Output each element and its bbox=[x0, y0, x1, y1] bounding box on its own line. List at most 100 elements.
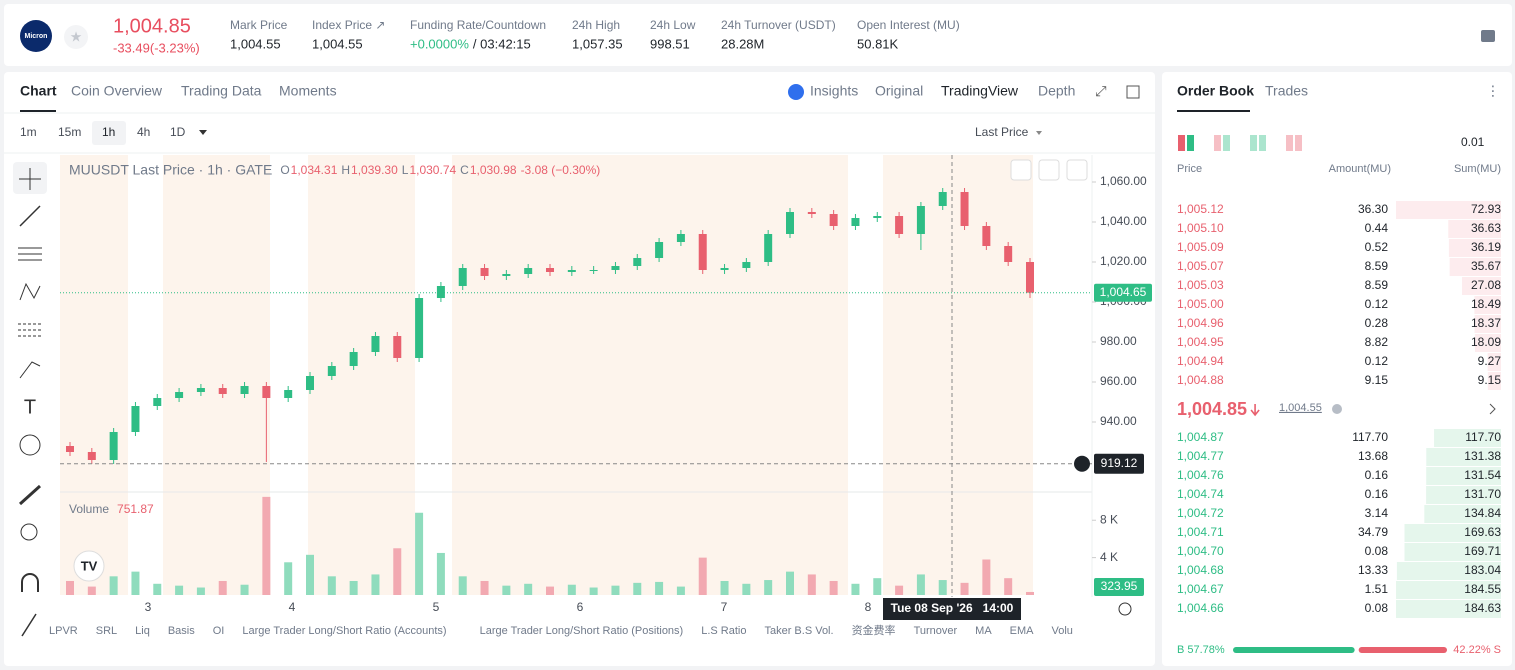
y-tick-label: 8 K bbox=[1100, 512, 1118, 526]
view-tab[interactable]: Original bbox=[875, 83, 923, 99]
column-header: Sum(MU) bbox=[1454, 163, 1501, 175]
indicator[interactable]: EMA bbox=[1010, 625, 1035, 637]
pane-button[interactable] bbox=[1066, 159, 1088, 181]
view-mode[interactable] bbox=[1259, 135, 1266, 151]
ob-price[interactable]: 1,004.88 bbox=[1177, 373, 1224, 387]
ob-price[interactable]: 1,004.94 bbox=[1177, 354, 1224, 368]
view-mode[interactable] bbox=[1295, 135, 1302, 151]
line-tool[interactable] bbox=[19, 205, 41, 227]
volume-bar bbox=[415, 512, 424, 595]
ob-price[interactable]: 1,005.03 bbox=[1177, 278, 1224, 292]
indicator[interactable]: SRL bbox=[96, 625, 117, 637]
view-mode[interactable] bbox=[1187, 135, 1194, 151]
ob-price[interactable]: 1,005.00 bbox=[1177, 297, 1224, 311]
ob-price[interactable]: 1,005.09 bbox=[1177, 240, 1224, 254]
price-type[interactable]: Last Price bbox=[975, 125, 1029, 139]
expand-icon[interactable]: ⤢ bbox=[1095, 83, 1106, 99]
candle-body bbox=[916, 206, 925, 234]
text-tool[interactable]: T bbox=[24, 396, 36, 418]
pane-button[interactable] bbox=[1038, 159, 1060, 181]
ob-price[interactable]: 1,004.77 bbox=[1177, 449, 1224, 463]
fib-tool[interactable] bbox=[18, 323, 42, 337]
more-icon[interactable]: ⋮ bbox=[1486, 83, 1500, 99]
dropdown-icon[interactable] bbox=[199, 130, 207, 135]
ob-tab[interactable]: Trades bbox=[1265, 83, 1308, 99]
view-mode[interactable] bbox=[1223, 135, 1230, 151]
ob-price[interactable]: 1,005.10 bbox=[1177, 221, 1224, 235]
interval[interactable]: 15m bbox=[58, 125, 81, 139]
insights-icon[interactable] bbox=[788, 84, 804, 100]
indicator[interactable]: Large Trader Long/Short Ratio (Accounts) bbox=[242, 625, 446, 637]
add-alert-button[interactable] bbox=[1074, 455, 1090, 472]
indicator[interactable]: Turnover bbox=[914, 625, 958, 637]
indicator[interactable]: 资金费率 bbox=[852, 623, 896, 637]
indicator[interactable]: Basis bbox=[168, 625, 195, 637]
channel-tool[interactable] bbox=[18, 247, 42, 261]
tab[interactable]: Moments bbox=[279, 83, 337, 99]
interval[interactable]: 4h bbox=[137, 125, 150, 139]
ob-price[interactable]: 1,004.70 bbox=[1177, 544, 1224, 558]
ob-amount: 34.79 bbox=[1358, 525, 1388, 539]
indicator[interactable]: MA bbox=[975, 625, 992, 637]
ob-price[interactable]: 1,004.72 bbox=[1177, 506, 1224, 520]
ob-price[interactable]: 1,005.12 bbox=[1177, 202, 1224, 216]
ob-price[interactable]: 1,004.66 bbox=[1177, 601, 1224, 615]
tab[interactable]: Coin Overview bbox=[71, 83, 163, 99]
ruler-tool[interactable] bbox=[18, 484, 42, 506]
ob-sum: 169.71 bbox=[1464, 544, 1501, 558]
interval[interactable]: 1h bbox=[102, 125, 115, 139]
view-mode[interactable] bbox=[1286, 135, 1293, 151]
view-tab[interactable]: Depth bbox=[1038, 83, 1075, 99]
favorite-button[interactable] bbox=[64, 25, 88, 49]
ob-tab[interactable]: Order Book bbox=[1177, 83, 1254, 99]
ob-price[interactable]: 1,005.07 bbox=[1177, 259, 1224, 273]
indicator[interactable]: Taker B.S Vol. bbox=[764, 625, 833, 637]
indicator[interactable]: Large Trader Long/Short Ratio (Positions… bbox=[480, 625, 684, 637]
ob-price[interactable]: 1,004.87 bbox=[1177, 430, 1224, 444]
view-mode[interactable] bbox=[1250, 135, 1257, 151]
view-tab[interactable]: TradingView bbox=[941, 83, 1019, 99]
view-mode[interactable] bbox=[1178, 135, 1185, 151]
precision[interactable]: 0.01 bbox=[1461, 135, 1485, 149]
pen-tool[interactable] bbox=[21, 613, 37, 637]
indicator[interactable]: Liq bbox=[135, 625, 150, 637]
brush-tool[interactable] bbox=[19, 361, 41, 379]
candle-body bbox=[524, 268, 533, 274]
book-icon[interactable] bbox=[1481, 30, 1495, 42]
star-icon[interactable]: ★ bbox=[70, 29, 83, 45]
pattern-tool[interactable] bbox=[19, 282, 41, 301]
emoji-tool[interactable] bbox=[19, 434, 41, 456]
ob-price[interactable]: 1,004.95 bbox=[1177, 335, 1224, 349]
indicator[interactable]: L.S Ratio bbox=[701, 625, 746, 637]
view-mode[interactable] bbox=[1214, 135, 1221, 151]
tv-logo-text[interactable]: TV bbox=[81, 558, 98, 573]
indicator[interactable]: OI bbox=[213, 625, 225, 637]
zoom-tool[interactable] bbox=[20, 523, 38, 541]
chevron[interactable] bbox=[1489, 403, 1496, 415]
dropdown-icon[interactable] bbox=[1036, 131, 1042, 135]
ob-price[interactable]: 1,004.71 bbox=[1177, 525, 1224, 539]
ob-price[interactable]: 1,004.96 bbox=[1177, 316, 1224, 330]
settings-icon[interactable] bbox=[1118, 602, 1132, 616]
magnet-tool[interactable] bbox=[21, 573, 39, 592]
ob-price[interactable]: 1,004.68 bbox=[1177, 563, 1224, 577]
interval[interactable]: 1D bbox=[170, 125, 186, 139]
volume-bar bbox=[764, 580, 773, 595]
layout-icon[interactable] bbox=[1126, 85, 1140, 99]
ob-price[interactable]: 1,004.76 bbox=[1177, 468, 1224, 482]
ob-price[interactable]: 1,004.74 bbox=[1177, 487, 1224, 501]
indicator[interactable]: Volu bbox=[1052, 625, 1073, 637]
ob-price[interactable]: 1,004.67 bbox=[1177, 582, 1224, 596]
tab[interactable]: Chart bbox=[20, 83, 57, 99]
view-tab[interactable]: Insights bbox=[810, 83, 858, 99]
indicator[interactable]: LPVR bbox=[49, 625, 78, 637]
volume-bar bbox=[589, 587, 598, 595]
pane-button[interactable] bbox=[1010, 159, 1032, 181]
crosshair-tool[interactable] bbox=[19, 168, 41, 190]
y-tick-label: 1,040.00 bbox=[1100, 214, 1147, 228]
crosshair-price-label: 919.12 bbox=[1101, 456, 1138, 470]
interval[interactable]: 1m bbox=[20, 125, 37, 139]
volume-bar bbox=[960, 582, 969, 595]
tab[interactable]: Trading Data bbox=[181, 83, 262, 99]
tv-logo[interactable] bbox=[73, 550, 105, 582]
